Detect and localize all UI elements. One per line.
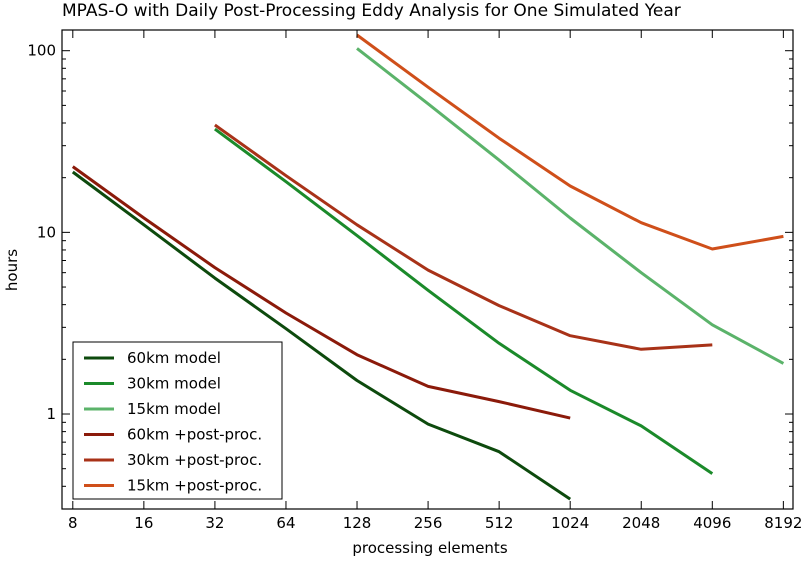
x-tick-label: 8192 (764, 514, 802, 532)
y-axis-label: hours (3, 249, 21, 291)
series-line-2 (356, 47, 785, 365)
legend-label-0: 60km model (127, 349, 221, 367)
legend-label-1: 30km model (127, 375, 221, 393)
legend-box (72, 341, 283, 500)
y-tick-label: 1 (46, 405, 56, 423)
series-line-1 (214, 127, 714, 475)
legend-label-4: 30km +post-proc. (127, 451, 262, 469)
legend: 60km model 30km model 15km model 60km +post… (72, 341, 283, 500)
x-axis: 8 16 32 64 128 256 512 1024 2048 4096 8192 (68, 30, 802, 532)
x-tick-label: 32 (205, 514, 224, 532)
y-tick-label: 100 (27, 42, 56, 60)
plot-frame (61, 29, 794, 510)
series-line-3 (71, 165, 571, 420)
series-line-0 (71, 170, 572, 501)
legend-label-2: 15km model (127, 400, 221, 418)
legend-items: 60km model 30km model 15km model 60km +post… (84, 349, 262, 495)
chart-title: MPAS-O with Daily Post-Processing Eddy A… (62, 1, 681, 21)
x-tick-label: 16 (134, 514, 153, 532)
x-axis-label: processing elements (352, 539, 507, 557)
x-tick-label: 512 (485, 514, 514, 532)
x-tick-label: 256 (414, 514, 443, 532)
series-line-5 (356, 33, 784, 251)
legend-label-5: 15km +post-proc. (127, 477, 262, 495)
x-tick-label: 64 (276, 514, 295, 532)
legend-label-3: 60km +post-proc. (127, 426, 262, 444)
x-tick-label: 128 (343, 514, 372, 532)
plot-lines (71, 33, 785, 501)
x-tick-label: 2048 (622, 514, 660, 532)
x-tick-label: 8 (68, 514, 78, 532)
series-line-4 (214, 123, 713, 351)
y-tick-label: 10 (37, 223, 56, 241)
x-tick-label: 4096 (693, 514, 731, 532)
x-tick-label: 1024 (551, 514, 589, 532)
y-axis: 1 10 100 (27, 42, 793, 510)
